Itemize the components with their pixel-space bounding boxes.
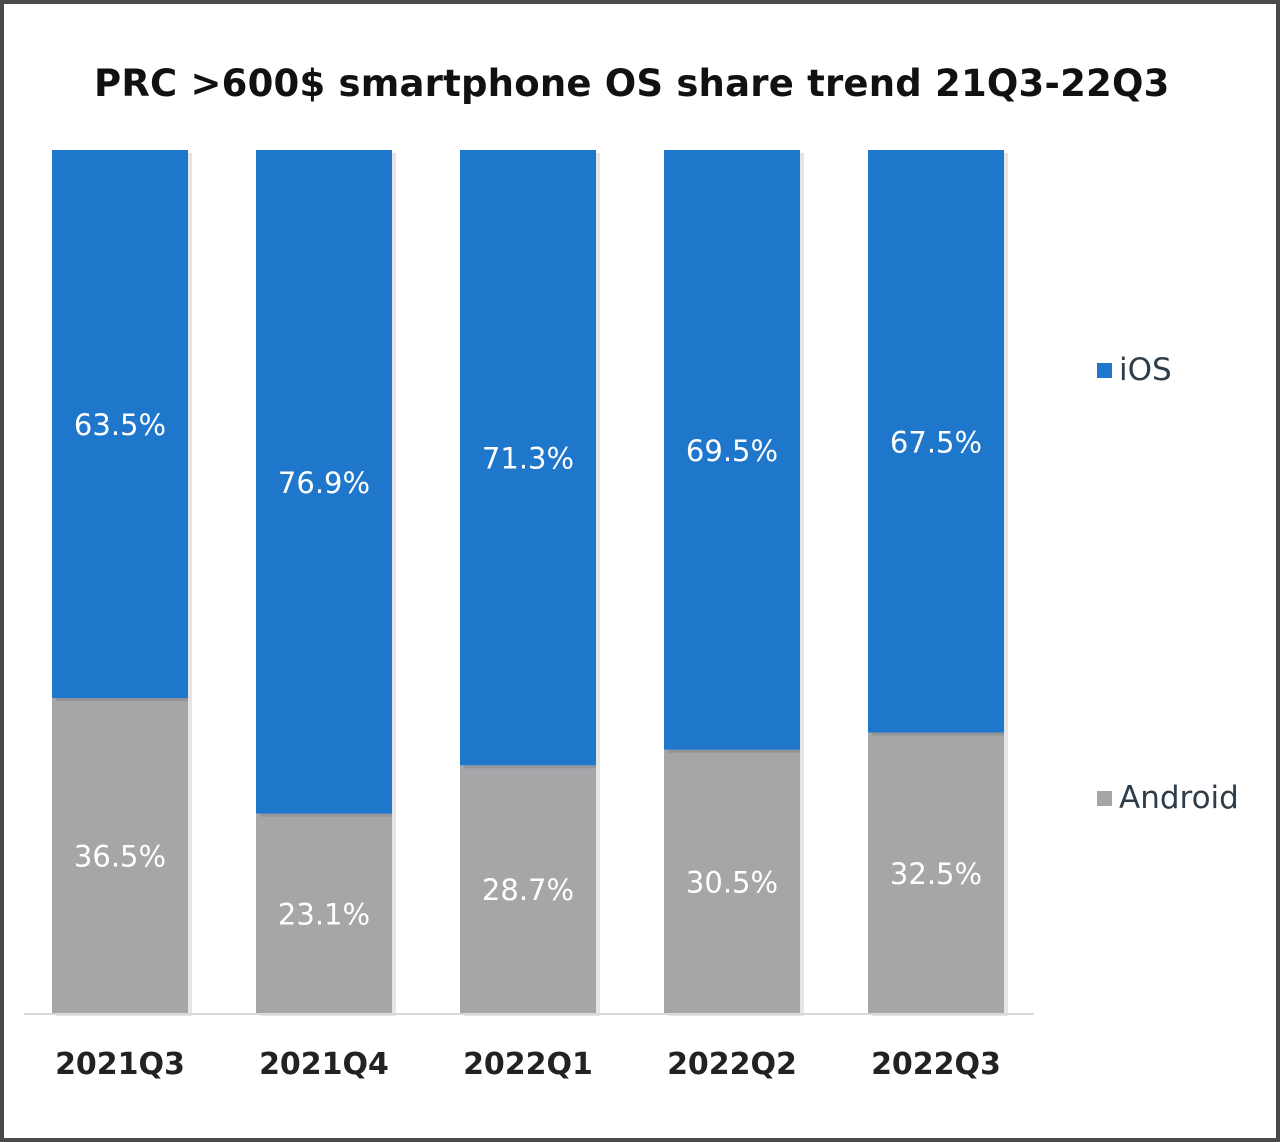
bar-segment-ios-2021Q3 (52, 150, 188, 699)
bar-segment-android-2021Q4 (256, 813, 392, 1013)
data-label-android-2021Q4: 23.1% (278, 897, 370, 931)
bar-segment-android-2022Q3 (868, 732, 1004, 1013)
data-labels-layer: 36.5% 63.5% 23.1% 76.9% 28.7% 71.3% 30.5% 69.5%… (74, 408, 982, 931)
data-label-ios-2021Q3: 63.5% (74, 408, 166, 442)
stacked-bar-chart: 36.5% 63.5% 23.1% 76.9% 28.7% 71.3% 30.5% 69.5%… (24, 150, 1034, 1082)
data-label-android-2021Q3: 36.5% (74, 840, 166, 874)
data-label-ios-2022Q3: 67.5% (890, 425, 982, 459)
data-label-android-2022Q1: 28.7% (482, 873, 574, 907)
legend-label-android: Android (1119, 780, 1239, 816)
x-tick-label-2021Q4: 2021Q4 (259, 1047, 389, 1082)
bar-segment-android-2022Q2 (664, 749, 800, 1013)
legend-item-android: Android (1097, 780, 1239, 816)
legend-label-ios: iOS (1119, 352, 1172, 388)
bar-segment-ios-2022Q2 (664, 150, 800, 750)
x-tick-label-2022Q3: 2022Q3 (871, 1047, 1001, 1082)
legend-swatch-android (1097, 790, 1112, 806)
data-label-ios-2021Q4: 76.9% (278, 466, 370, 500)
bars-layer (52, 150, 1008, 1016)
chart-title: PRC >600$ smartphone OS share trend 21Q3… (94, 62, 1170, 105)
bar-segment-android-2021Q3 (52, 698, 188, 1013)
data-label-android-2022Q2: 30.5% (686, 865, 778, 899)
x-tick-label-2022Q2: 2022Q2 (667, 1047, 797, 1082)
legend-item-ios: iOS (1097, 352, 1172, 388)
data-label-ios-2022Q2: 69.5% (686, 434, 778, 468)
legend-swatch-ios (1097, 362, 1112, 378)
bar-segment-ios-2022Q3 (868, 150, 1004, 733)
x-tick-labels: 2021Q3 2021Q4 2022Q1 2022Q2 2022Q3 (55, 1047, 1001, 1082)
x-tick-label-2022Q1: 2022Q1 (463, 1047, 593, 1082)
data-label-ios-2022Q1: 71.3% (482, 442, 574, 476)
x-tick-label-2021Q3: 2021Q3 (55, 1047, 185, 1082)
bar-segment-ios-2022Q1 (460, 150, 596, 766)
data-label-android-2022Q3: 32.5% (890, 857, 982, 891)
bar-segment-ios-2021Q4 (256, 150, 392, 814)
bar-segment-android-2022Q1 (460, 765, 596, 1013)
